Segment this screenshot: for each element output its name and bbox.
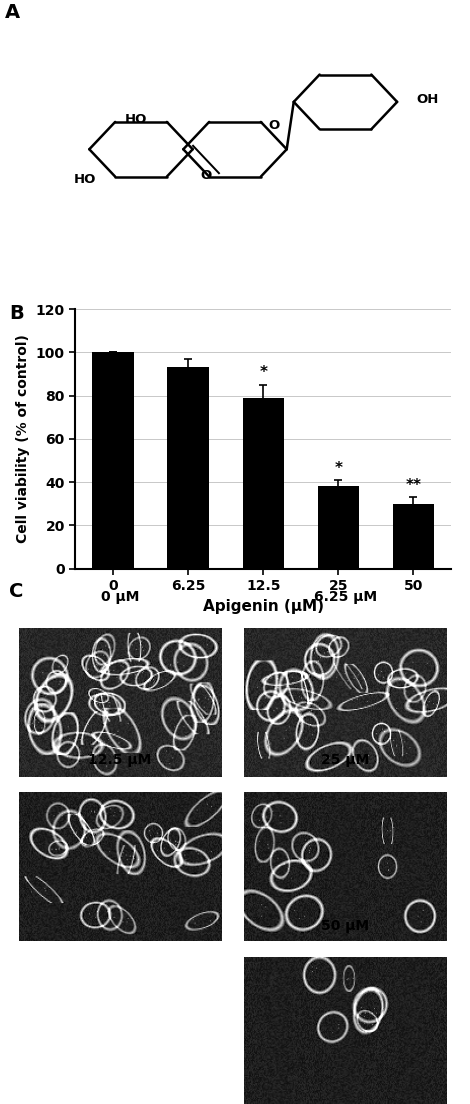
Text: HO: HO — [125, 113, 148, 126]
Text: *: * — [259, 365, 267, 381]
Bar — [92, 352, 133, 569]
Text: 25 μM: 25 μM — [321, 753, 369, 767]
Bar — [318, 487, 359, 569]
Bar — [393, 503, 434, 569]
Text: *: * — [334, 460, 342, 476]
Text: 0 μM: 0 μM — [101, 590, 139, 604]
X-axis label: Apigenin (μM): Apigenin (μM) — [203, 598, 324, 614]
Bar — [243, 397, 284, 569]
Text: B: B — [9, 304, 24, 322]
Text: C: C — [9, 582, 24, 602]
Text: HO: HO — [73, 173, 96, 185]
Text: **: ** — [406, 478, 422, 492]
Text: O: O — [268, 119, 279, 132]
Y-axis label: Cell viability (% of control): Cell viability (% of control) — [16, 335, 30, 543]
Text: 50 μM: 50 μM — [321, 919, 369, 933]
Text: 6.25 μM: 6.25 μM — [314, 590, 377, 604]
Text: A: A — [5, 3, 20, 22]
Text: O: O — [200, 169, 211, 182]
Text: OH: OH — [416, 93, 439, 106]
Text: 12.5 μM: 12.5 μM — [88, 753, 151, 767]
Bar — [167, 368, 209, 569]
